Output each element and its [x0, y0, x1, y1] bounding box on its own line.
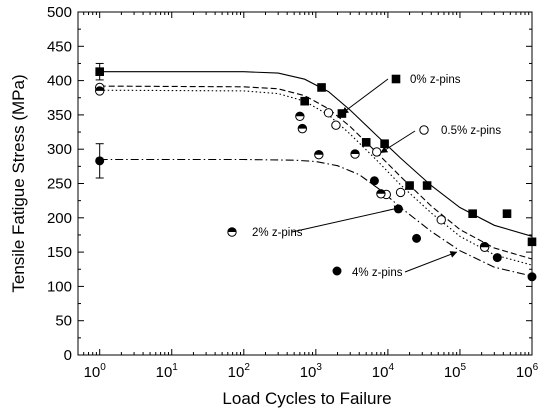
data-point-series-3: [369, 176, 379, 186]
data-point-series-2-fill: [314, 150, 324, 155]
plot-frame: [77, 11, 533, 356]
x-tick-label: 102: [228, 362, 251, 381]
data-point-series-0: [380, 139, 389, 149]
data-point-series-0: [468, 209, 477, 218]
y-tick-label: 350: [47, 107, 72, 124]
fit-curve-series-2: [99, 89, 533, 266]
data-point-series-2: [297, 123, 308, 134]
y-tick-label: 300: [47, 141, 72, 158]
data-point-series-2-fill: [350, 149, 360, 155]
legend-marker-series-1: [419, 125, 429, 135]
y-tick-label: 400: [47, 73, 72, 90]
data-point-series-2-fill: [298, 124, 307, 129]
data-point-series-0: [502, 209, 512, 218]
data-point-series-3: [95, 156, 105, 166]
data-point-series-1: [436, 215, 446, 225]
legend-label-series-3: 4% z-pins: [352, 267, 403, 279]
legend-marker-series-2: [227, 227, 237, 237]
annotation-arrow: [341, 78, 389, 114]
x-tick-label: 100: [84, 362, 107, 381]
fit-curves: [99, 71, 533, 277]
annotation-series-1: 0.5% z-pins: [380, 125, 501, 154]
data-point-series-1: [323, 108, 334, 118]
data-point-series-2: [350, 149, 360, 159]
y-tick-label: 250: [47, 176, 72, 193]
x-tick-label: 104: [372, 362, 395, 381]
data-points: [94, 62, 537, 282]
legend-marker-series-3: [332, 266, 342, 276]
legend-marker-series-0: [391, 74, 401, 84]
x-axis-title: Load Cycles to Failure: [222, 389, 391, 408]
data-point-series-0: [405, 181, 414, 190]
y-tick-label: 0: [64, 347, 72, 364]
annotation-series-2: 2% z-pins: [227, 205, 402, 239]
annotation-arrow: [404, 251, 458, 273]
fit-curve-series-0: [99, 71, 533, 237]
data-point-series-0: [95, 67, 104, 76]
data-point-series-2: [376, 189, 386, 199]
data-point-series-2-fill: [295, 112, 305, 117]
y-tick-label: 150: [47, 244, 72, 261]
y-tick-label: 450: [47, 38, 72, 55]
data-point-series-0: [300, 96, 309, 106]
data-point-series-3: [492, 253, 502, 263]
data-point-series-1: [395, 187, 406, 198]
y-tick-label: 100: [47, 278, 72, 295]
data-point-series-2: [295, 111, 305, 121]
y-tick-label: 500: [47, 4, 72, 21]
annotation-arrow: [380, 130, 416, 154]
annotation-series-0: 0% z-pins: [341, 74, 461, 114]
data-point-series-1: [331, 120, 341, 130]
data-point-series-2: [479, 242, 490, 252]
annotation-arrow: [291, 205, 402, 233]
legend-label-series-1: 0.5% z-pins: [441, 125, 501, 137]
annotation-series-3: 4% z-pins: [332, 251, 458, 279]
data-point-series-0: [317, 83, 326, 92]
data-point-series-2: [94, 86, 105, 96]
x-tick-label: 103: [300, 362, 323, 381]
data-point-series-0: [361, 138, 371, 147]
y-tick-label: 50: [55, 313, 72, 330]
fit-curve-series-1: [99, 85, 533, 260]
data-point-series-2-fill: [95, 86, 104, 91]
legend-marker-series-2-fill: [227, 227, 237, 232]
legend-label-series-0: 0% z-pins: [410, 74, 461, 86]
y-axis-title: Tensile Fatigue Stress (MPa): [9, 74, 28, 292]
legend-label-series-2: 2% z-pins: [252, 227, 303, 239]
axes: 0 50 100 150 200 250 300 350 400 450 500 100 101 102 1…: [9, 4, 539, 408]
annotations: 0% z-pins 0.5% z-pins 2% z-pins 4% z-pins: [227, 74, 501, 279]
data-point-series-2-fill: [480, 243, 489, 248]
x-tick-label: 105: [444, 362, 467, 381]
data-point-series-2: [314, 149, 324, 160]
data-point-series-2-fill: [376, 189, 386, 194]
x-tick-label: 101: [156, 362, 179, 381]
y-tick-label: 200: [47, 210, 72, 227]
fit-curve-series-3: [99, 158, 533, 277]
x-tick-label: 106: [516, 362, 539, 381]
data-point-series-1: [372, 147, 382, 157]
data-point-series-3: [412, 233, 422, 243]
data-point-series-0: [422, 181, 432, 190]
